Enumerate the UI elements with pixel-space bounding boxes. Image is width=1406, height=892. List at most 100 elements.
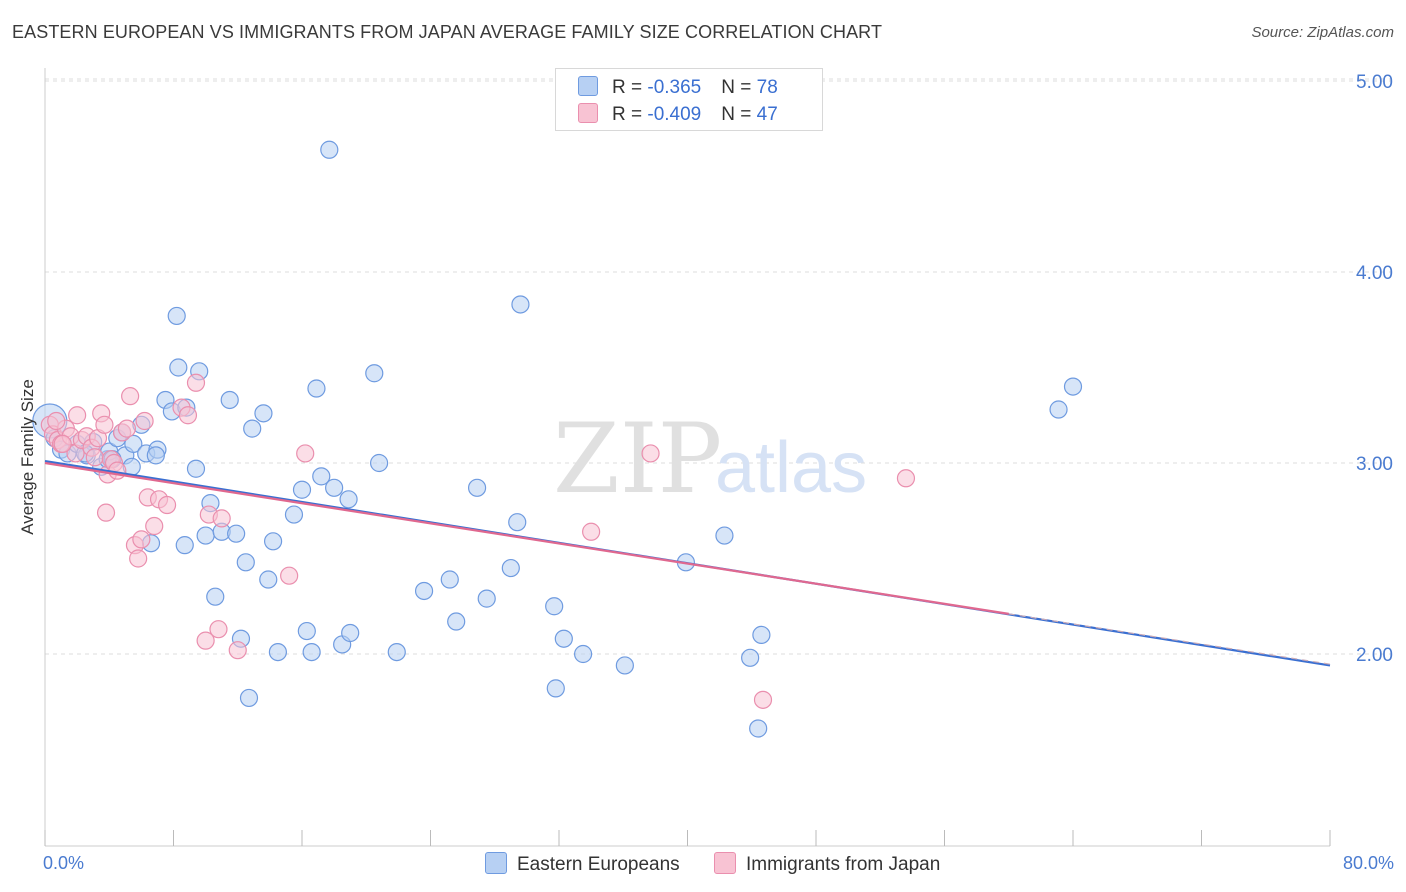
point-eastern-european bbox=[339, 490, 358, 509]
point-immigrant-japan bbox=[117, 419, 137, 438]
point-eastern-european bbox=[196, 526, 215, 545]
point-eastern-european bbox=[752, 625, 771, 645]
source-credit: Source: ZipAtlas.com bbox=[1251, 24, 1394, 41]
point-eastern-european bbox=[545, 597, 564, 616]
point-immigrant-japan bbox=[186, 373, 206, 392]
point-eastern-european bbox=[307, 379, 326, 398]
point-eastern-european bbox=[297, 621, 316, 641]
legend-n-label: N = bbox=[721, 77, 757, 98]
point-eastern-european bbox=[1049, 400, 1068, 419]
point-eastern-european bbox=[414, 581, 434, 601]
y-axis-label: Average Family Size bbox=[18, 379, 37, 535]
y-tick-label: 4.00 bbox=[1356, 263, 1393, 284]
point-immigrant-japan bbox=[47, 411, 66, 431]
point-eastern-european bbox=[243, 419, 262, 438]
point-eastern-european bbox=[341, 623, 360, 643]
legend-r-label: R = bbox=[612, 104, 648, 125]
point-immigrant-japan bbox=[96, 503, 116, 522]
point-eastern-european bbox=[573, 644, 593, 664]
point-eastern-european bbox=[320, 140, 339, 159]
point-eastern-european bbox=[370, 453, 389, 473]
point-eastern-european bbox=[365, 364, 384, 383]
point-eastern-european bbox=[284, 505, 304, 524]
chart-title: EASTERN EUROPEAN VS IMMIGRANTS FROM JAPA… bbox=[12, 22, 883, 42]
series-immigrants-japan-points bbox=[40, 373, 916, 709]
point-eastern-european bbox=[254, 404, 273, 423]
bottom-legend-swatch-blue bbox=[485, 852, 507, 874]
point-immigrant-japan bbox=[68, 406, 87, 425]
legend-row-immigrants-japan: R = -0.409 N = 47 bbox=[578, 103, 778, 126]
legend-swatch-blue bbox=[578, 76, 598, 96]
point-eastern-european bbox=[440, 570, 459, 589]
point-immigrant-japan bbox=[129, 549, 148, 568]
point-immigrant-japan bbox=[121, 387, 140, 406]
y-tick-labels: 2.00 3.00 4.00 5.00 bbox=[1356, 72, 1393, 666]
point-immigrant-japan bbox=[209, 620, 228, 639]
bottom-legend-label: Immigrants from Japan bbox=[746, 854, 941, 875]
point-immigrant-japan bbox=[228, 641, 247, 660]
point-eastern-european bbox=[268, 642, 288, 662]
point-immigrant-japan bbox=[753, 690, 773, 709]
point-eastern-european bbox=[292, 480, 312, 499]
legend-n-value: 47 bbox=[756, 104, 778, 125]
point-eastern-european bbox=[259, 570, 278, 589]
point-immigrant-japan bbox=[280, 566, 299, 585]
point-immigrant-japan bbox=[896, 469, 916, 488]
point-eastern-european bbox=[749, 719, 768, 738]
point-eastern-european bbox=[263, 532, 283, 551]
point-eastern-european bbox=[615, 656, 634, 675]
point-eastern-european bbox=[175, 536, 194, 555]
stats-legend: R = -0.365 N = 78 R = -0.409 N = 47 bbox=[555, 68, 823, 131]
point-immigrant-japan bbox=[178, 406, 198, 425]
x-tick-label-min: 0.0% bbox=[43, 853, 84, 873]
point-eastern-european bbox=[124, 434, 143, 453]
point-immigrant-japan bbox=[296, 444, 315, 463]
y-tick-label: 2.00 bbox=[1356, 645, 1393, 666]
point-eastern-european bbox=[236, 553, 255, 572]
bottom-legend-immigrants-japan: Immigrants from Japan bbox=[714, 852, 940, 876]
watermark-atlas: atlas bbox=[715, 428, 867, 508]
legend-n-value: 78 bbox=[756, 77, 778, 98]
point-eastern-european bbox=[146, 446, 165, 465]
y-tick-label: 3.00 bbox=[1356, 454, 1393, 475]
point-eastern-european bbox=[1063, 377, 1083, 396]
point-eastern-european bbox=[467, 478, 487, 497]
legend-r-value: -0.409 bbox=[647, 104, 702, 125]
legend-r-value: -0.365 bbox=[647, 77, 702, 98]
point-immigrant-japan bbox=[582, 522, 601, 541]
point-immigrant-japan bbox=[196, 631, 215, 650]
legend-n-label: N = bbox=[721, 104, 757, 125]
point-eastern-european bbox=[169, 358, 188, 377]
point-eastern-european bbox=[477, 589, 496, 608]
point-immigrant-japan bbox=[145, 516, 164, 536]
legend-row-eastern-europeans: R = -0.365 N = 78 bbox=[578, 76, 778, 99]
point-eastern-european bbox=[387, 642, 406, 662]
trend-line-immigrants-japan bbox=[44, 461, 1009, 615]
point-eastern-european bbox=[239, 688, 259, 708]
point-immigrant-japan bbox=[641, 444, 660, 463]
point-eastern-european bbox=[167, 306, 186, 326]
point-eastern-european bbox=[312, 467, 331, 486]
watermark-zip: ZIP bbox=[553, 403, 722, 515]
watermark: ZIP atlas bbox=[553, 403, 867, 515]
point-immigrant-japan bbox=[95, 415, 114, 434]
point-eastern-european bbox=[501, 558, 520, 578]
trend-lines bbox=[44, 460, 1331, 667]
point-immigrant-japan bbox=[132, 530, 151, 549]
point-eastern-european bbox=[447, 612, 466, 631]
point-eastern-european bbox=[325, 478, 344, 497]
point-eastern-european bbox=[715, 526, 734, 545]
point-immigrant-japan bbox=[85, 448, 104, 467]
point-eastern-european bbox=[302, 642, 321, 662]
point-eastern-european bbox=[206, 587, 225, 606]
bottom-legend-swatch-pink bbox=[714, 852, 736, 874]
point-eastern-european bbox=[508, 513, 527, 532]
point-immigrant-japan bbox=[135, 411, 154, 431]
bottom-legend-eastern-europeans: Eastern Europeans bbox=[485, 852, 680, 876]
point-immigrant-japan bbox=[157, 495, 177, 515]
point-immigrant-japan bbox=[212, 509, 231, 528]
x-tick-label-max: 80.0% bbox=[1343, 853, 1394, 873]
point-eastern-european bbox=[546, 679, 565, 698]
point-eastern-european bbox=[511, 295, 530, 314]
